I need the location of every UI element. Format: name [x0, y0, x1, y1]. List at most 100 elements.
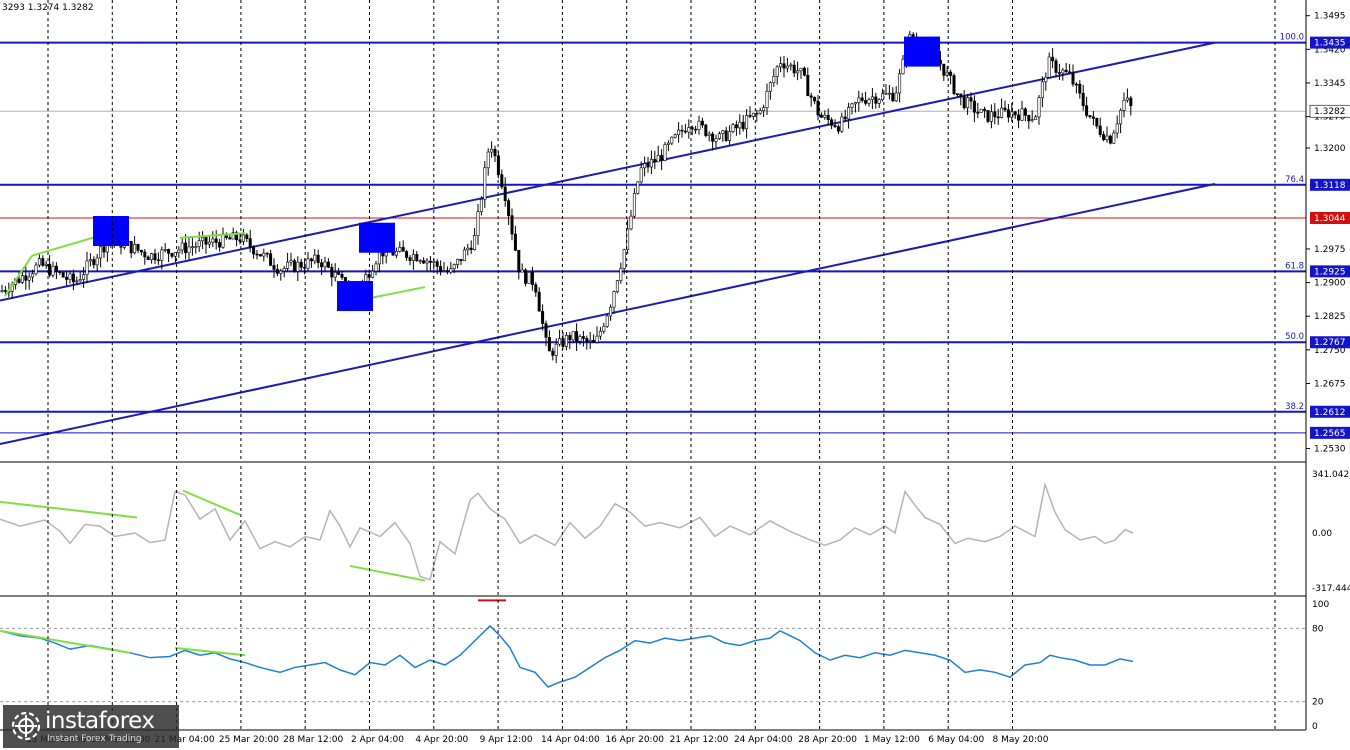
candle-body: [649, 159, 653, 168]
candle-body: [694, 128, 698, 131]
candle-body: [768, 82, 772, 92]
candle-body: [320, 262, 324, 268]
candle-body: [316, 254, 320, 264]
candle-body: [1057, 72, 1061, 74]
candle-body: [588, 339, 592, 342]
candle-body: [394, 250, 398, 256]
price-tag-box: [1310, 265, 1350, 278]
candle-body: [629, 215, 633, 230]
trend-channel-line: [0, 41, 1216, 302]
candle-body: [503, 186, 507, 201]
candle-body: [959, 93, 963, 97]
candle-body: [547, 336, 551, 352]
candle-body: [581, 336, 585, 339]
price-tick-label: 1.3200: [1314, 144, 1346, 154]
candle-body: [92, 259, 96, 266]
candle-body: [1115, 123, 1119, 134]
candle-body: [44, 263, 48, 266]
price-tick-label: 1.2975: [1314, 245, 1346, 255]
candle-body: [544, 323, 548, 338]
candle-body: [136, 244, 140, 251]
signal-marker-box: [359, 222, 395, 253]
candle-body: [704, 124, 708, 136]
candle-body: [408, 257, 412, 261]
candle-body: [364, 274, 368, 283]
candle-body: [819, 114, 823, 118]
candle-body: [282, 267, 286, 272]
candle-body: [296, 261, 300, 272]
candle-body: [275, 269, 279, 274]
candle-body: [146, 256, 150, 261]
candle-body: [432, 261, 436, 263]
candle-body: [816, 100, 820, 116]
cci-divergence-line: [0, 500, 138, 519]
candle-body: [731, 124, 735, 132]
candle-body: [265, 252, 269, 255]
main-price-pane: 1.3495 1.3420 1.3345 1.3270 1.3200 1.2975 1.29…: [0, 12, 1350, 455]
candle-body: [1037, 97, 1041, 118]
candle-body: [1085, 105, 1089, 116]
candle-body: [422, 260, 426, 264]
candle-body: [27, 276, 31, 281]
candle-body: [823, 114, 827, 118]
time-tick-label: 1 May 12:00: [864, 735, 920, 745]
candle-body: [411, 254, 415, 261]
candle-body: [20, 275, 24, 283]
candle-body: [1027, 115, 1031, 122]
price-tick-label: 1.2825: [1314, 312, 1346, 322]
candle-body: [289, 260, 293, 263]
candle-body: [469, 247, 473, 250]
candle-body: [0, 290, 4, 292]
fibonacci-level-label: 38.2: [1285, 402, 1304, 412]
candle-body: [683, 130, 687, 133]
candle-body: [337, 272, 341, 275]
candle-body: [728, 131, 732, 141]
candle-body: [660, 155, 664, 161]
candle-body: [585, 338, 589, 342]
logo-tagline: Instant Forex Trading: [47, 734, 142, 744]
candle-body: [796, 70, 800, 74]
time-tick-label: 9 Apr 12:00: [480, 735, 533, 745]
candle-body: [476, 211, 480, 236]
candle-body: [853, 102, 857, 105]
candle-body: [1122, 99, 1126, 111]
candle-body: [139, 250, 143, 253]
candle-body: [1074, 83, 1078, 86]
candle-body: [1068, 71, 1072, 74]
candle-body: [626, 228, 630, 250]
time-tick-label: 4 Apr 20:00: [415, 735, 468, 745]
candle-body: [326, 261, 330, 268]
candle-body: [299, 261, 303, 268]
candle-body: [619, 268, 623, 281]
candle-body: [830, 119, 834, 126]
candle-body: [303, 267, 307, 269]
candle-body: [85, 260, 89, 275]
price-tag-box: [1310, 178, 1350, 191]
candle-body: [530, 271, 534, 286]
candle-body: [41, 258, 45, 266]
candle-body: [898, 73, 902, 94]
candle-body: [996, 116, 1000, 119]
candle-body: [636, 181, 640, 194]
candle-body: [374, 263, 378, 272]
candle-body: [1119, 110, 1123, 125]
candle-body: [415, 254, 419, 262]
candle-body: [194, 246, 198, 248]
candle-body: [493, 148, 497, 157]
candle-body: [847, 107, 851, 120]
price-tag-label: 1.2767: [1314, 338, 1346, 348]
candle-body: [313, 254, 317, 262]
candle-body: [966, 97, 970, 109]
candle-body: [221, 233, 225, 248]
candle-body: [826, 114, 830, 121]
candle-body: [235, 232, 239, 241]
candle-body: [177, 249, 181, 253]
candle-body: [639, 167, 643, 183]
time-tick-label: 21 Apr 12:00: [670, 735, 729, 745]
candle-body: [201, 237, 205, 242]
candle-body: [612, 291, 616, 308]
candle-body: [901, 58, 905, 75]
candle-body: [609, 306, 613, 317]
cci-line: [0, 481, 1134, 581]
